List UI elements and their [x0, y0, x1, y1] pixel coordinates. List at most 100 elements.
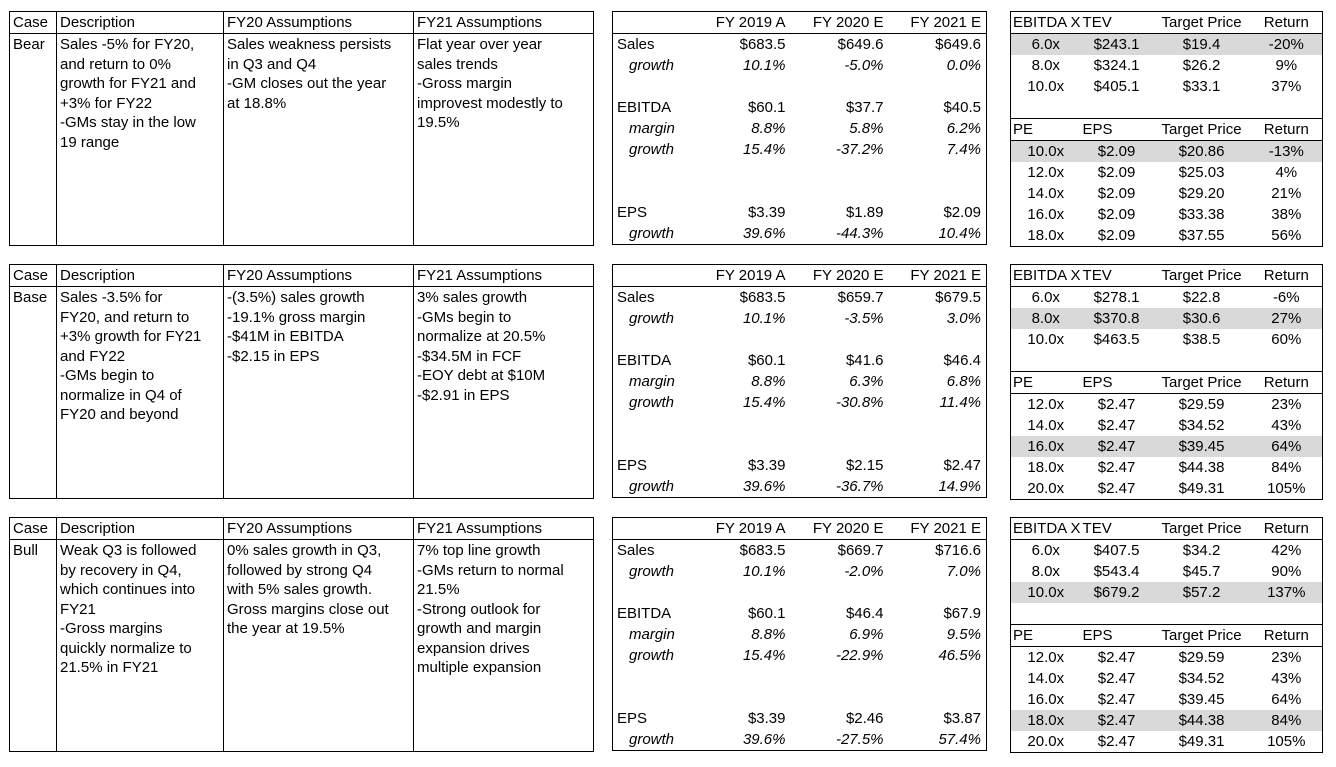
financials-row: EBITDA $60.1 $37.7 $40.5 — [613, 97, 987, 118]
pe-valuation-row-highlighted: 10.0x $2.09 $20.86 -13% — [1010, 140, 1323, 162]
metric-label: Sales — [617, 542, 655, 559]
metric-value-cell: 7.0% — [946, 563, 981, 580]
eps-cell: $2.47 — [1097, 670, 1136, 687]
target-price-cell: $57.2 — [1152, 582, 1251, 603]
case-section-bear: Case Description FY20 Assumptions FY21 Assu… — [0, 11, 1336, 247]
multiple-cell: 6.0x — [1031, 289, 1060, 306]
tev-cell: $543.4 — [1093, 563, 1140, 580]
empty-cell — [791, 329, 889, 350]
multiple-cell: 12.0x — [1027, 164, 1065, 181]
multiple-cell: 10.0x — [1010, 140, 1081, 162]
return-cell: -13% — [1250, 140, 1323, 162]
financials-row: growth 15.4% -22.9% 46.5% — [613, 645, 987, 666]
eps-cell: $2.09 — [1097, 227, 1136, 244]
ebitda-valuation-row: 8.0x $543.4 $45.7 90% — [1011, 561, 1323, 582]
target-price-cell: $26.2 — [1182, 57, 1221, 74]
metric-value-cell: $716.6 — [935, 542, 981, 559]
ebitda-valuation-row: 6.0x $407.5 $34.2 42% — [1011, 540, 1323, 562]
spacer-row — [1011, 350, 1323, 372]
financials-row: growth 10.1% -5.0% 0.0% — [613, 55, 987, 76]
multiple-cell: 14.0x — [1027, 670, 1065, 687]
return-cell: 42% — [1271, 542, 1302, 559]
empty-cell — [693, 687, 791, 708]
spacer-row — [613, 181, 987, 202]
empty-cell — [1251, 603, 1323, 625]
financials-row: Sales $683.5 $669.7 $716.6 — [613, 540, 987, 562]
eps-cell: $2.47 — [1097, 417, 1136, 434]
financials-row: Sales $683.5 $649.6 $649.6 — [613, 34, 987, 56]
metric-value-cell: 8.8% — [751, 120, 786, 137]
metric-label: EBITDA — [617, 99, 672, 116]
empty-cell — [791, 181, 889, 202]
empty-cell — [693, 181, 791, 202]
metric-label: growth — [629, 394, 675, 411]
financials-row: EBITDA $60.1 $41.6 $46.4 — [613, 350, 987, 371]
return-cell: 60% — [1271, 331, 1302, 348]
return-header: Return — [1250, 517, 1323, 540]
empty-cell — [1251, 350, 1323, 372]
metric-value-cell: 9.5% — [946, 626, 981, 643]
empty-cell — [889, 666, 987, 687]
target-price-cell: $34.52 — [1178, 670, 1225, 687]
ebitda-multiple-header: EBITDA X — [1010, 11, 1081, 34]
case-section-bull: Case Description FY20 Assumptions FY21 Assu… — [0, 517, 1336, 753]
ebitda-valuation-row-highlighted: 8.0x $370.8 $30.6 27% — [1010, 308, 1323, 329]
description-cell: Sales -3.5% for FY20, and return to +3% … — [56, 286, 224, 499]
metric-value-cell: $683.5 — [739, 36, 786, 53]
empty-cell — [693, 582, 791, 603]
metric-value-cell: 8.8% — [751, 626, 786, 643]
pe-valuation-row: 12.0x $2.47 $29.59 23% — [1011, 394, 1323, 416]
multiple-cell: 14.0x — [1027, 417, 1065, 434]
fiscal-year-header: FY 2020 E — [790, 517, 889, 540]
assumptions-body-row: Base Sales -3.5% for FY20, and return to … — [10, 286, 594, 499]
column-header-fy20-assumptions: FY20 Assumptions — [223, 264, 414, 287]
fy20-assumptions-cell: 0% sales growth in Q3, followed by stron… — [223, 539, 414, 752]
return-cell: 105% — [1267, 733, 1306, 750]
fiscal-year-header: FY 2021 E — [888, 11, 987, 34]
target-price-cell: $22.8 — [1182, 289, 1221, 306]
assumptions-table-bear: Case Description FY20 Assumptions FY21 Assu… — [9, 11, 594, 246]
metric-value-cell: $669.7 — [837, 542, 884, 559]
metric-value-cell: $40.5 — [943, 99, 981, 116]
metric-value-cell: 5.8% — [849, 120, 884, 137]
empty-cell — [791, 687, 889, 708]
multiple-cell: 6.0x — [1031, 542, 1060, 559]
metric-value-cell: $683.5 — [739, 289, 786, 306]
tev-header: TEV — [1080, 11, 1153, 34]
eps-header: EPS — [1080, 118, 1153, 141]
ebitda-valuation-row: 6.0x $278.1 $22.8 -6% — [1011, 287, 1323, 309]
metric-value-cell: -44.3% — [835, 225, 884, 242]
assumptions-header-row: Case Description FY20 Assumptions FY21 Assu… — [9, 517, 594, 540]
target-price-cell: $45.7 — [1182, 563, 1221, 580]
metric-value-cell: 15.4% — [742, 647, 786, 664]
metric-value-cell: 46.5% — [938, 647, 981, 664]
spacer-row — [613, 582, 987, 603]
pe-valuation-row: 18.0x $2.47 $44.38 84% — [1011, 457, 1323, 478]
empty-cell — [889, 329, 987, 350]
metric-value-cell: -36.7% — [835, 478, 884, 495]
empty-cell — [889, 413, 987, 434]
metric-value-cell: -3.5% — [844, 310, 884, 327]
return-cell: 64% — [1250, 436, 1323, 457]
return-cell: 37% — [1271, 78, 1302, 95]
target-price-cell: $39.45 — [1152, 436, 1251, 457]
return-cell: 84% — [1250, 710, 1323, 731]
spacer-row — [613, 666, 987, 687]
multiple-cell: 8.0x — [1031, 57, 1060, 74]
empty-cell — [791, 582, 889, 603]
metric-label: margin — [629, 373, 675, 390]
assumptions-table-base: Case Description FY20 Assumptions FY21 Assu… — [9, 264, 594, 499]
multiple-cell: 18.0x — [1027, 227, 1065, 244]
financials-row: margin 8.8% 5.8% 6.2% — [613, 118, 987, 139]
eps-header: EPS — [1080, 624, 1153, 647]
multiple-cell: 18.0x — [1010, 710, 1081, 731]
metric-label: EBITDA — [617, 352, 672, 369]
metric-value-cell: $46.4 — [943, 352, 981, 369]
pe-valuation-row: 12.0x $2.47 $29.59 23% — [1011, 647, 1323, 669]
metric-value-cell: 6.3% — [849, 373, 884, 390]
metric-value-cell: $60.1 — [747, 605, 786, 622]
metric-value-cell: $2.15 — [845, 457, 884, 474]
eps-cell: $2.47 — [1097, 691, 1136, 708]
row-label-header — [612, 11, 693, 34]
column-header-description: Description — [56, 517, 224, 540]
